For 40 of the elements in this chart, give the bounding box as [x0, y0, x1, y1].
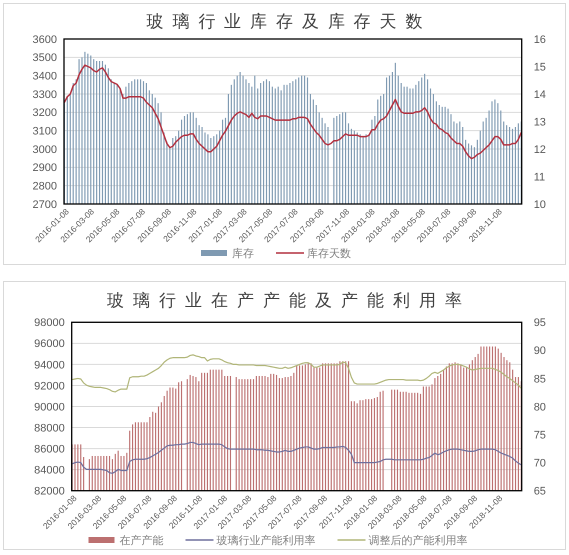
- y-tick-label: 88000: [34, 422, 65, 434]
- y2-tick-label: 70: [534, 457, 546, 470]
- y2-tick-label: 11: [534, 171, 546, 184]
- y-tick-label: 3300: [32, 88, 57, 101]
- y2-tick-label: 10: [534, 198, 546, 211]
- y-tick-label: 84000: [34, 464, 65, 476]
- legend-label: 玻璃行业产能利用率: [216, 534, 316, 547]
- y-tick-label: 86000: [34, 443, 65, 456]
- y2-tick-label: 13: [534, 116, 546, 128]
- y2-tick-label: 80: [534, 401, 546, 414]
- y-tick-label: 2800: [32, 180, 57, 193]
- legend-label: 在产产能: [120, 534, 164, 547]
- legend-label: 库存天数: [307, 246, 351, 260]
- y2-tick-label: 90: [534, 345, 546, 358]
- y-tick-label: 90000: [34, 401, 65, 414]
- y2-tick-label: 95: [534, 317, 546, 330]
- y2-tick-label: 75: [534, 429, 546, 442]
- y2-tick-label: 12: [534, 144, 546, 156]
- y-tick-label: 3000: [32, 144, 57, 156]
- y-tick-label: 2700: [32, 198, 57, 211]
- y-tick-label: 3400: [32, 70, 57, 83]
- y-tick-label: 96000: [34, 338, 65, 350]
- y-tick-label: 3600: [32, 34, 57, 46]
- y2-tick-label: 65: [534, 486, 546, 498]
- y2-tick-label: 16: [534, 34, 546, 46]
- legend-label: 调整后的产能利用率: [368, 534, 468, 547]
- chart-title: 玻璃行业库存及库存天数: [146, 12, 422, 31]
- y-tick-label: 2900: [32, 162, 57, 174]
- y-tick-label: 92000: [34, 380, 65, 392]
- y2-tick-label: 14: [534, 88, 546, 101]
- y-tick-label: 3100: [32, 126, 57, 138]
- legend-label: 库存: [232, 246, 254, 260]
- y-tick-label: 94000: [34, 359, 65, 372]
- chart-title: 玻璃行业在产产能及产能利用率: [107, 291, 462, 310]
- y-tick-label: 82000: [34, 486, 65, 498]
- y-tick-label: 3500: [32, 52, 57, 64]
- y2-tick-label: 15: [534, 61, 546, 74]
- y2-tick-label: 85: [534, 373, 546, 386]
- y-tick-label: 3200: [32, 107, 57, 120]
- y-tick-label: 98000: [34, 317, 65, 330]
